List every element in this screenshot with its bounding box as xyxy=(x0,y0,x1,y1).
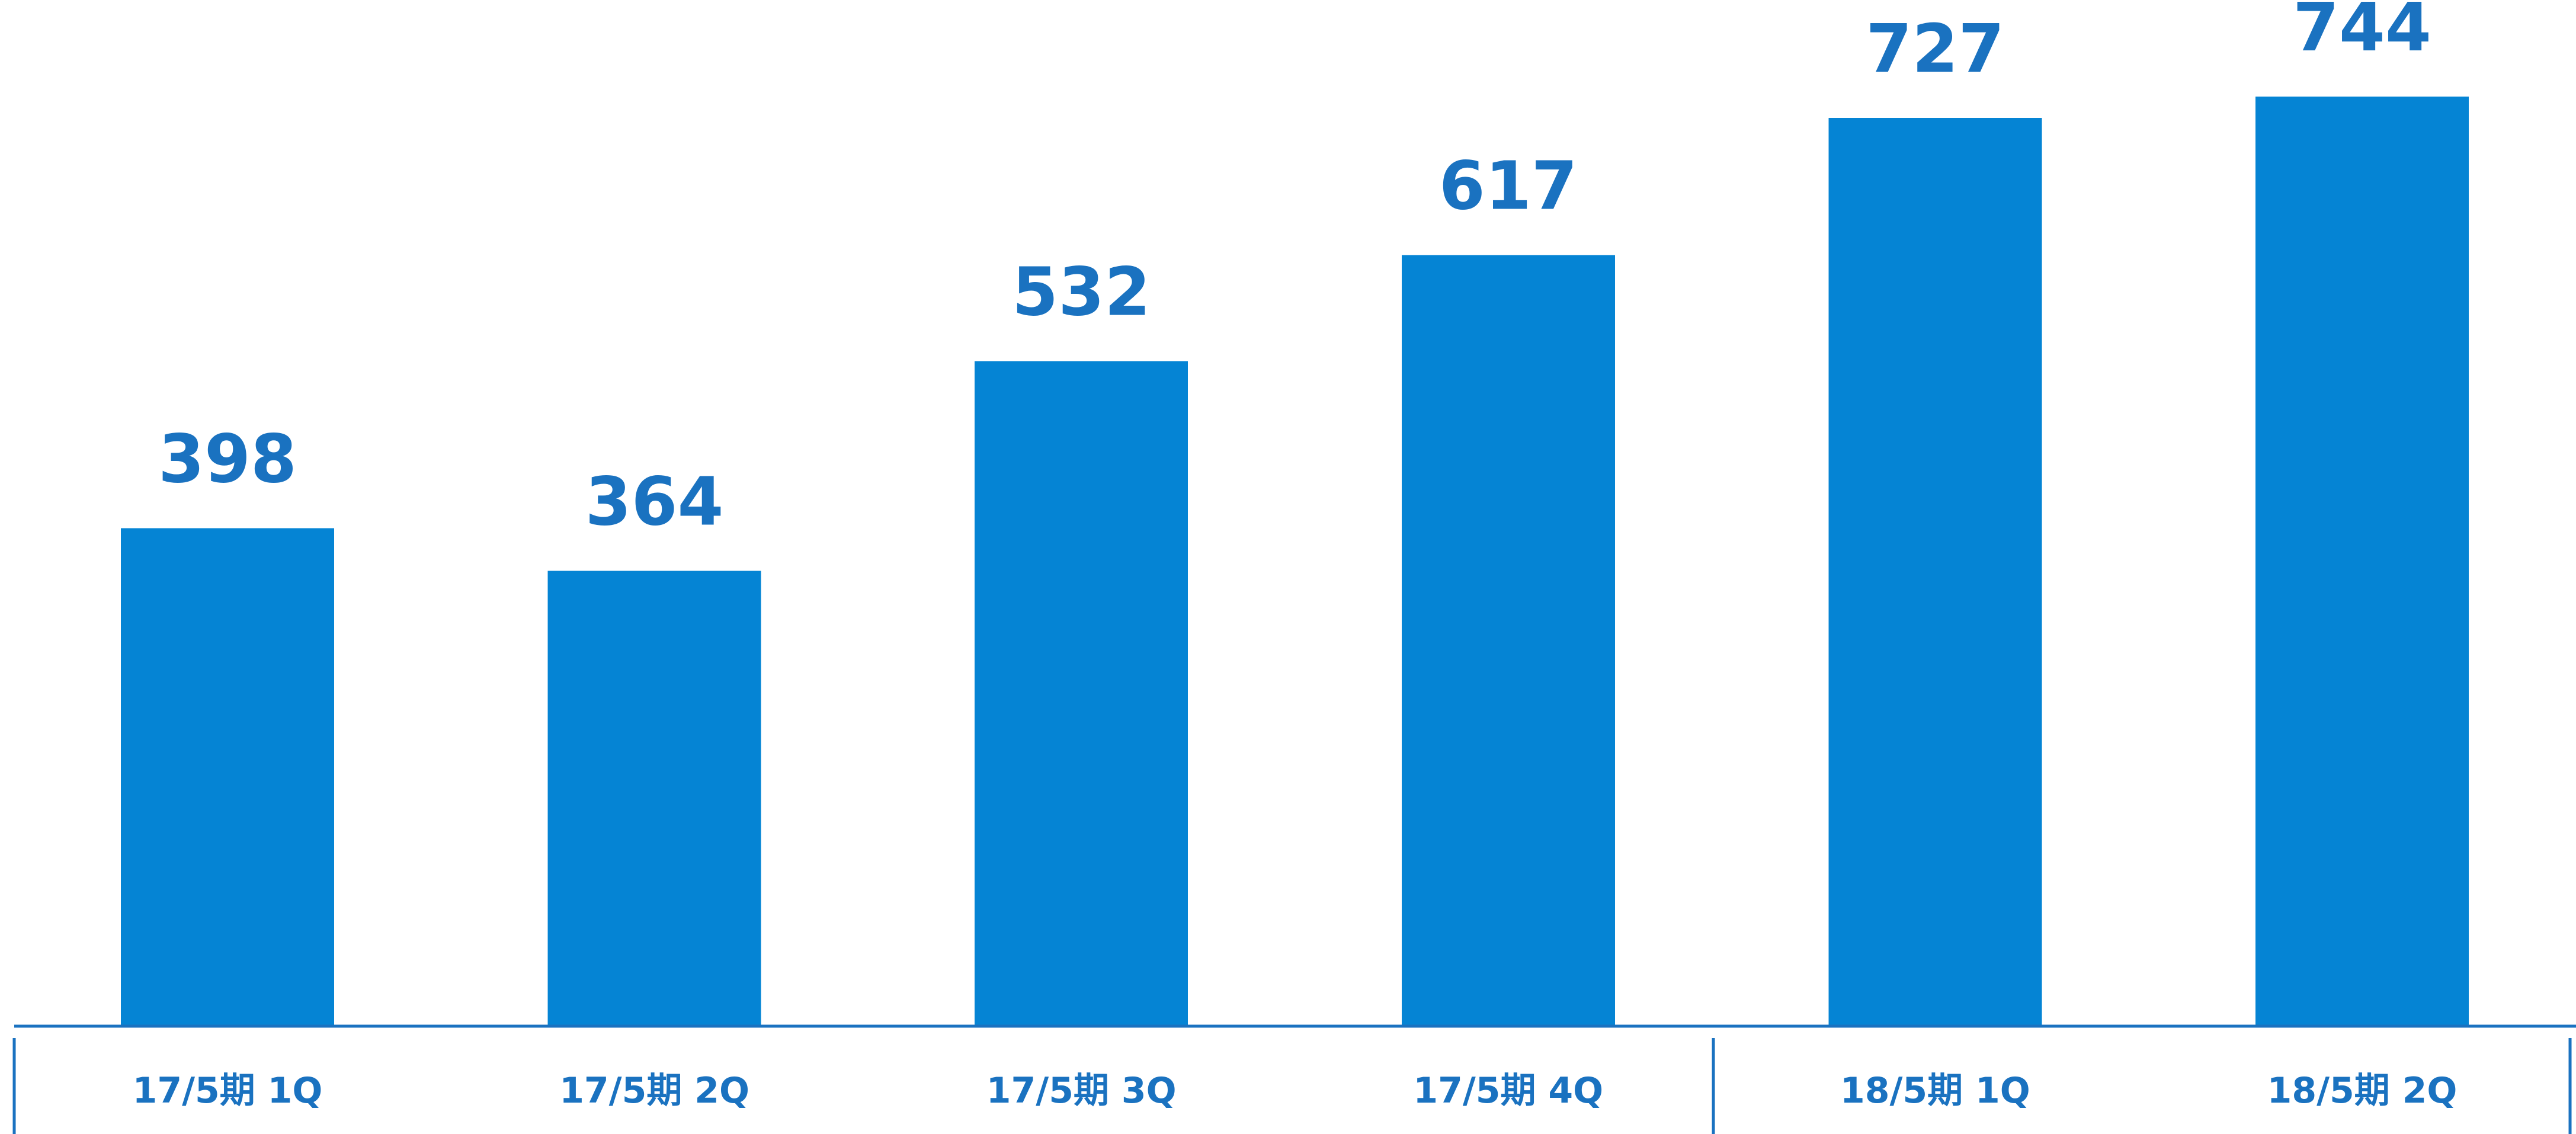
category-label-5: 18/5期 1Q xyxy=(1840,1070,2030,1111)
category-label-6: 18/5期 2Q xyxy=(2267,1070,2458,1111)
bars-group xyxy=(121,97,2469,1025)
value-label-6: 744 xyxy=(2293,0,2431,66)
value-label-2: 364 xyxy=(585,463,724,540)
value-labels-group: 398 364 532 617 727 744 xyxy=(158,0,2431,540)
value-label-1: 398 xyxy=(158,421,297,498)
category-labels-group: 17/5期 1Q 17/5期 2Q 17/5期 3Q 17/5期 4Q 18/5期 1Q… xyxy=(133,1070,2458,1111)
value-label-3: 532 xyxy=(1012,254,1151,331)
category-label-4: 17/5期 4Q xyxy=(1413,1070,1603,1111)
bar-5 xyxy=(1828,117,2042,1025)
value-label-4: 617 xyxy=(1439,148,1578,225)
bar-6 xyxy=(2255,97,2469,1025)
category-label-2: 17/5期 2Q xyxy=(559,1070,749,1111)
bar-4 xyxy=(1401,255,1615,1025)
bar-1 xyxy=(121,528,334,1025)
bar-2 xyxy=(547,571,761,1025)
category-label-3: 17/5期 3Q xyxy=(986,1070,1177,1111)
bar-3 xyxy=(975,361,1188,1025)
value-label-5: 727 xyxy=(1866,11,2005,88)
category-label-1: 17/5期 1Q xyxy=(133,1070,323,1111)
